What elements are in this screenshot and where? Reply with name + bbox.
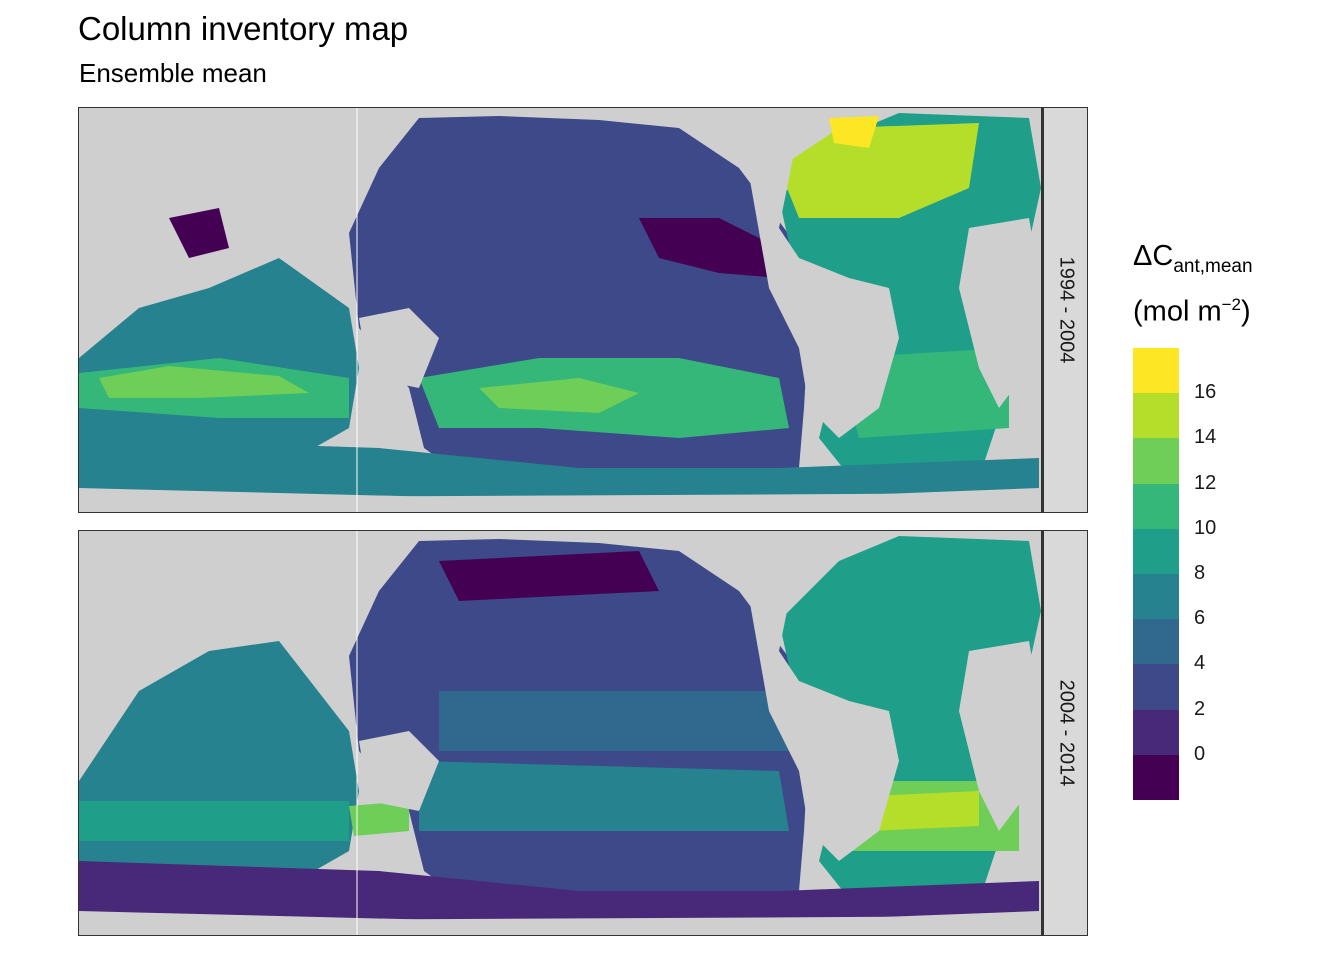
map-subtitle: Ensemble mean (79, 58, 267, 88)
legend-title: ΔCant,mean (1133, 242, 1253, 276)
facet-strip-2: 2004 - 2014 (1042, 530, 1088, 936)
legend-bin-0-2 (1133, 709, 1179, 755)
legend-tick-label: 14 (1194, 426, 1217, 449)
legend-bin-4-6 (1133, 619, 1179, 665)
south-atlantic-peak (869, 791, 979, 831)
north-atlantic-high (779, 123, 979, 218)
africa-land (959, 218, 1041, 408)
southern-ocean-low (79, 861, 1039, 921)
indian-peak (99, 366, 309, 398)
americas-land (739, 118, 899, 438)
north-pacific-low (439, 551, 659, 601)
legend-unit-open: (mol m (1133, 295, 1222, 328)
australia-land (359, 731, 439, 811)
antarctica-land (79, 916, 1041, 935)
map-title: Column inventory map (78, 10, 409, 47)
eurasia-land (79, 108, 399, 228)
legend-unit-sup: −2 (1221, 295, 1241, 314)
labrador-peak (829, 116, 879, 148)
legend-bin-2-4 (1133, 664, 1179, 710)
ocean-map-2004-2014 (79, 531, 1041, 935)
legend-tick-label: 8 (1194, 562, 1206, 584)
legend-tick-label: 0 (1194, 742, 1206, 765)
facet-label-2004-2014: 2004 - 2014 (1055, 679, 1077, 787)
facet-strip-1: 1994 - 2004 (1042, 107, 1088, 513)
indian-peak (349, 801, 409, 836)
americas-land (739, 541, 899, 861)
legend-bin-16-18 (1133, 348, 1179, 394)
legend-bin-12-14 (1133, 438, 1179, 484)
south-pacific-band (419, 761, 789, 831)
australia-land (359, 308, 439, 388)
facet-label-1994-2004: 1994 - 2004 (1055, 256, 1077, 364)
legend-unit: (mol m−2) (1133, 296, 1251, 327)
legend-tick-label: 4 (1194, 652, 1206, 675)
south-pacific-peak (479, 378, 639, 413)
north-pacific-low (639, 218, 779, 278)
legend-bin-8-10 (1133, 528, 1179, 574)
legend-colorbar (1133, 348, 1179, 800)
antarctica-land (79, 493, 1041, 512)
legend-tick-label: 2 (1194, 697, 1206, 720)
pacific-mid-band (439, 691, 789, 751)
legend-tick-label: 16 (1194, 381, 1217, 404)
legend-tick-label: 6 (1194, 607, 1206, 630)
map-panel-2004-2014 (78, 530, 1042, 936)
ocean-map-1994-2004 (79, 108, 1041, 512)
arabian-sea-low (169, 208, 229, 258)
southern-ocean-region (79, 438, 1039, 498)
legend-bin--2-0 (1133, 754, 1179, 800)
legend-tick-label: 10 (1194, 516, 1217, 539)
eurasia-land (79, 531, 399, 651)
indian-southern-band (79, 801, 349, 841)
map-panel-1994-2004 (78, 107, 1042, 513)
legend-unit-close: ) (1241, 295, 1251, 328)
legend-title-sub: ant,mean (1173, 255, 1253, 277)
legend-bin-6-8 (1133, 573, 1179, 620)
legend-title-main: ΔC (1133, 240, 1174, 272)
legend-bin-14-16 (1133, 393, 1179, 439)
legend-tick-label: 12 (1194, 471, 1217, 494)
legend-bin-10-12 (1133, 483, 1179, 529)
africa-land (959, 641, 1041, 831)
